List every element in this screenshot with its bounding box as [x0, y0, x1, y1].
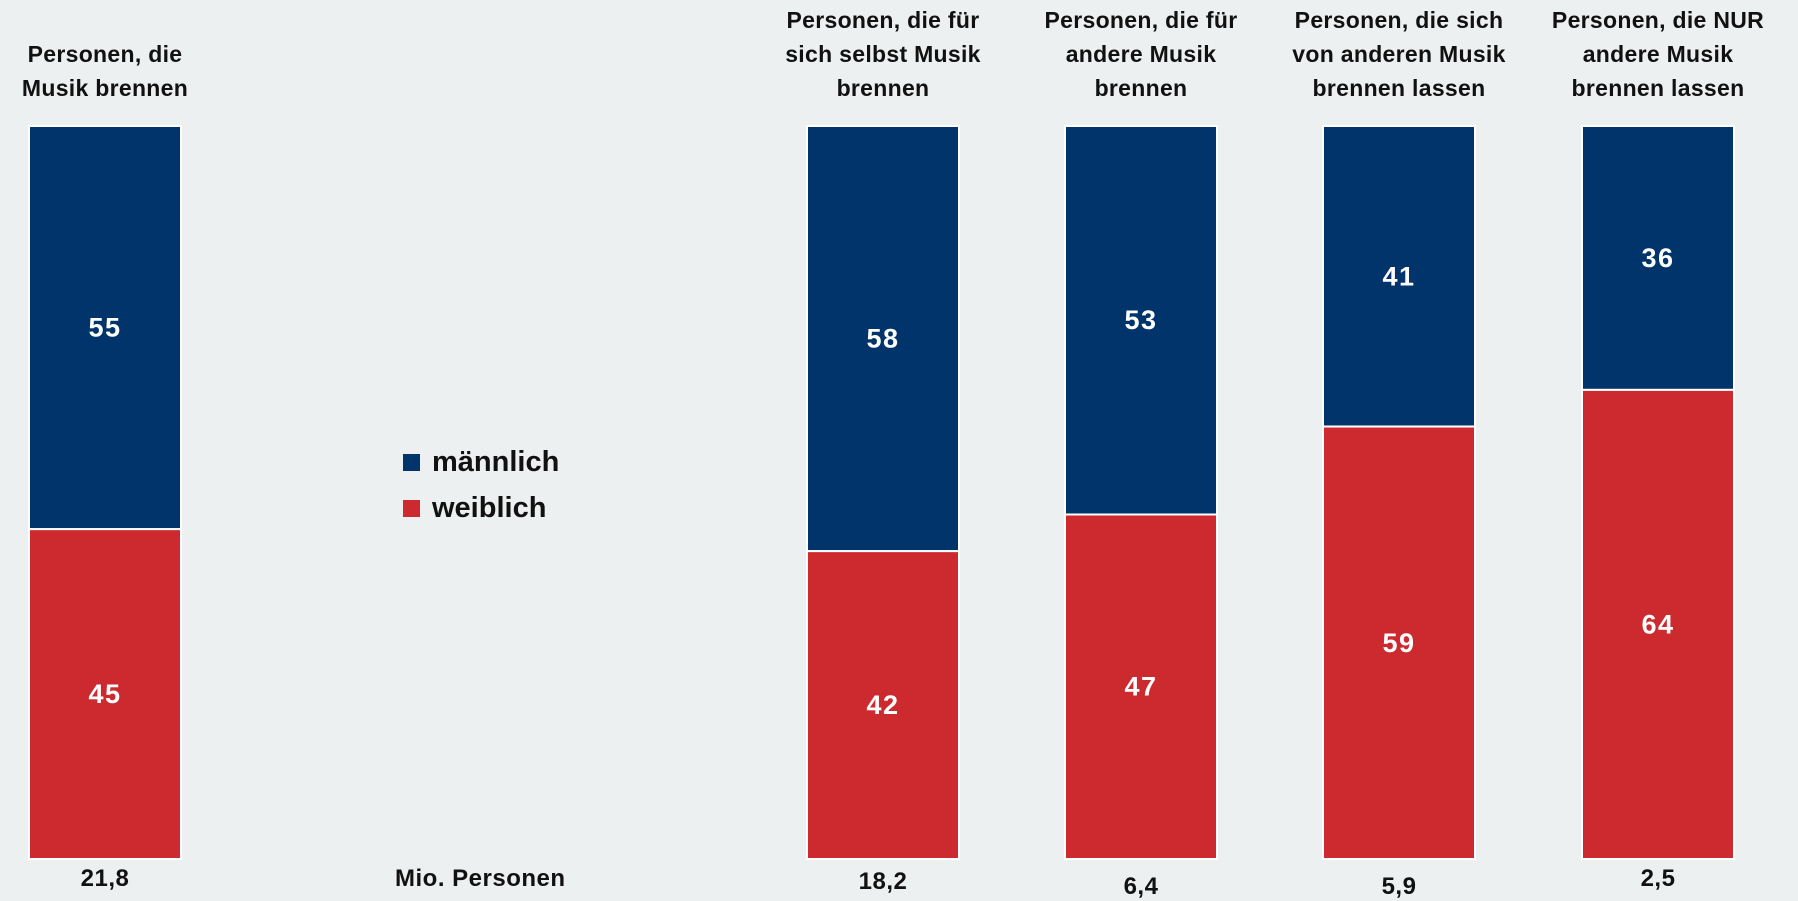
bar-segment-maennlich-1	[28, 125, 182, 531]
bar-segment-weiblich-4	[1322, 425, 1476, 860]
data-label-weiblich-2: 42	[866, 690, 899, 720]
legend-label-maennlich: männlich	[432, 445, 560, 478]
total-label-1: 21,8	[80, 865, 130, 892]
legend-item-maennlich: männlich	[403, 439, 559, 485]
data-label-weiblich-4: 59	[1382, 628, 1415, 658]
category-label-line: Personen, die für	[1044, 7, 1238, 33]
total-label-5: 2,5	[1640, 865, 1676, 892]
category-label-line: brennen lassen	[1571, 75, 1745, 101]
category-label-line: von anderen Musik	[1292, 41, 1506, 67]
data-label-weiblich-3: 47	[1124, 672, 1157, 702]
data-label-weiblich-1: 45	[88, 679, 121, 709]
category-label-line: sich selbst Musik	[785, 41, 981, 67]
category-label-line: Personen, die für	[786, 7, 980, 33]
bar-segment-maennlich-2	[806, 125, 960, 553]
data-label-maennlich-1: 55	[88, 313, 121, 343]
bar-segment-weiblich-1	[28, 528, 182, 861]
category-label-4: Personen, die sich von anderen Musik brenn…	[1269, 3, 1529, 105]
category-label-line: Personen, die sich	[1294, 7, 1504, 33]
bar-segment-weiblich-3	[1064, 513, 1218, 860]
category-label-line: Personen, die NUR	[1551, 7, 1765, 33]
total-label-2: 18,2	[858, 868, 908, 895]
legend: männlich weiblich	[403, 439, 559, 531]
category-label-2: Personen, die für sich selbst Musik brenne…	[753, 3, 1013, 105]
category-label-line: brennen	[1094, 75, 1188, 101]
legend-item-weiblich: weiblich	[403, 485, 559, 531]
data-label-maennlich-3: 53	[1124, 305, 1157, 335]
category-label-5: Personen, die NUR andere Musik brennen las…	[1528, 3, 1788, 105]
category-label-3: Personen, die für andere Musik brennen	[1011, 3, 1271, 105]
bar-segment-weiblich-5	[1581, 388, 1735, 860]
data-label-maennlich-2: 58	[866, 324, 899, 354]
category-label-line: Musik brennen	[21, 75, 189, 101]
legend-label-weiblich: weiblich	[432, 491, 547, 524]
data-label-maennlich-4: 41	[1382, 261, 1415, 291]
category-label-line: brennen	[836, 75, 930, 101]
bar-segment-weiblich-2	[806, 550, 960, 860]
category-label-line: brennen lassen	[1312, 75, 1486, 101]
category-label-line: andere Musik	[1065, 41, 1217, 67]
bar-segment-maennlich-3	[1064, 125, 1218, 516]
total-label-3: 6,4	[1123, 873, 1159, 900]
data-label-weiblich-5: 64	[1641, 609, 1674, 639]
legend-swatch-weiblich	[403, 499, 420, 517]
category-label-line: andere Musik	[1582, 41, 1734, 67]
data-label-maennlich-5: 36	[1641, 243, 1674, 273]
total-label-4: 5,9	[1381, 873, 1417, 900]
totals-unit-label: Mio. Personen	[395, 865, 566, 892]
legend-swatch-maennlich	[403, 453, 420, 471]
category-label-1: Personen, die Musik brennen	[0, 37, 235, 105]
category-label-line: Personen, die	[27, 41, 183, 67]
